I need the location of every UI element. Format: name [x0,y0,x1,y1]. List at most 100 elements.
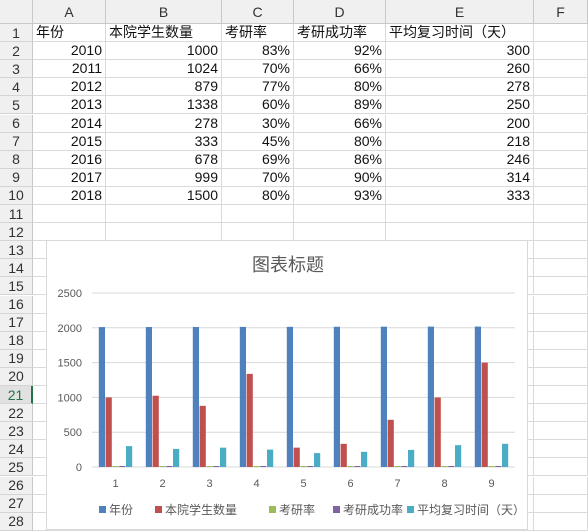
cell[interactable] [534,422,588,441]
cell[interactable] [386,223,534,242]
column-header-d[interactable]: D [294,0,386,24]
row-header-1[interactable]: 1 [0,24,33,43]
row-header-9[interactable]: 9 [0,168,33,187]
row-header-28[interactable]: 28 [0,512,33,531]
data-cell[interactable]: 66% [294,114,386,133]
cell[interactable] [534,150,588,169]
column-header-f[interactable]: F [534,0,588,24]
row-header-17[interactable]: 17 [0,313,33,332]
cell[interactable] [534,440,588,459]
row-header-13[interactable]: 13 [0,241,33,260]
cell[interactable] [534,512,588,531]
data-cell[interactable]: 333 [386,186,534,205]
header-cell[interactable]: 年份 [33,24,106,43]
row-header-10[interactable]: 10 [0,186,33,205]
data-cell[interactable]: 1000 [106,42,222,61]
data-cell[interactable]: 314 [386,168,534,187]
cell[interactable] [534,404,588,423]
column-header-e[interactable]: E [386,0,534,24]
data-cell[interactable]: 89% [294,96,386,115]
cell[interactable] [534,367,588,386]
data-cell[interactable]: 300 [386,42,534,61]
cell[interactable] [534,476,588,495]
data-cell[interactable]: 45% [222,132,294,151]
column-header-b[interactable]: B [106,0,222,24]
cell[interactable] [534,60,588,79]
row-header-11[interactable]: 11 [0,205,33,224]
cell[interactable] [294,223,386,242]
row-header-5[interactable]: 5 [0,96,33,115]
data-cell[interactable]: 250 [386,96,534,115]
row-header-12[interactable]: 12 [0,223,33,242]
cell[interactable] [534,205,588,224]
row-header-6[interactable]: 6 [0,114,33,133]
embedded-chart[interactable]: 图表标题 0 500 1000 1500 2000 2500 1 2 3 4 5 6 7 8 9 年份 本院学生数… [46,240,528,530]
header-cell[interactable]: 本院学生数量 [106,24,222,43]
row-header-22[interactable]: 22 [0,404,33,423]
data-cell[interactable]: 69% [222,150,294,169]
data-cell[interactable]: 1500 [106,186,222,205]
cell[interactable] [33,205,106,224]
data-cell[interactable]: 2011 [33,60,106,79]
data-cell[interactable]: 2015 [33,132,106,151]
data-cell[interactable]: 30% [222,114,294,133]
data-cell[interactable]: 278 [386,78,534,97]
cell[interactable] [222,223,294,242]
data-cell[interactable]: 80% [294,132,386,151]
data-cell[interactable]: 218 [386,132,534,151]
data-cell[interactable]: 1024 [106,60,222,79]
row-header-24[interactable]: 24 [0,440,33,459]
data-cell[interactable]: 2013 [33,96,106,115]
row-header-8[interactable]: 8 [0,150,33,169]
row-header-26[interactable]: 26 [0,476,33,495]
header-cell[interactable]: 考研成功率 [294,24,386,43]
data-cell[interactable]: 2016 [33,150,106,169]
column-header-c[interactable]: C [222,0,294,24]
cell[interactable] [534,42,588,61]
cell[interactable] [33,223,106,242]
select-all-corner[interactable] [0,0,33,24]
row-header-21[interactable]: 21 [0,386,33,405]
row-header-4[interactable]: 4 [0,78,33,97]
cell[interactable] [222,205,294,224]
row-header-18[interactable]: 18 [0,331,33,350]
row-header-3[interactable]: 3 [0,60,33,79]
data-cell[interactable]: 200 [386,114,534,133]
data-cell[interactable]: 333 [106,132,222,151]
cell[interactable] [386,205,534,224]
cell[interactable] [534,295,588,314]
data-cell[interactable]: 60% [222,96,294,115]
row-header-2[interactable]: 2 [0,42,33,61]
data-cell[interactable]: 70% [222,60,294,79]
row-header-16[interactable]: 16 [0,295,33,314]
row-header-25[interactable]: 25 [0,458,33,477]
data-cell[interactable]: 1338 [106,96,222,115]
header-cell[interactable]: 平均复习时间（天） [386,24,534,43]
cell[interactable] [534,186,588,205]
cell[interactable] [534,168,588,187]
row-header-7[interactable]: 7 [0,132,33,151]
data-cell[interactable]: 86% [294,150,386,169]
header-cell[interactable]: 考研率 [222,24,294,43]
cell[interactable] [534,24,588,43]
cell[interactable] [534,331,588,350]
data-cell[interactable]: 80% [294,78,386,97]
cell[interactable] [534,241,588,260]
data-cell[interactable]: 77% [222,78,294,97]
cell[interactable] [534,313,588,332]
data-cell[interactable]: 66% [294,60,386,79]
cell[interactable] [534,277,588,296]
data-cell[interactable]: 80% [222,186,294,205]
cell[interactable] [534,96,588,115]
data-cell[interactable]: 678 [106,150,222,169]
row-header-23[interactable]: 23 [0,422,33,441]
cell[interactable] [534,132,588,151]
cell[interactable] [534,494,588,513]
column-header-a[interactable]: A [33,0,106,24]
data-cell[interactable]: 2014 [33,114,106,133]
data-cell[interactable]: 83% [222,42,294,61]
data-cell[interactable]: 2017 [33,168,106,187]
data-cell[interactable]: 93% [294,186,386,205]
cell[interactable] [534,386,588,405]
cell[interactable] [294,205,386,224]
